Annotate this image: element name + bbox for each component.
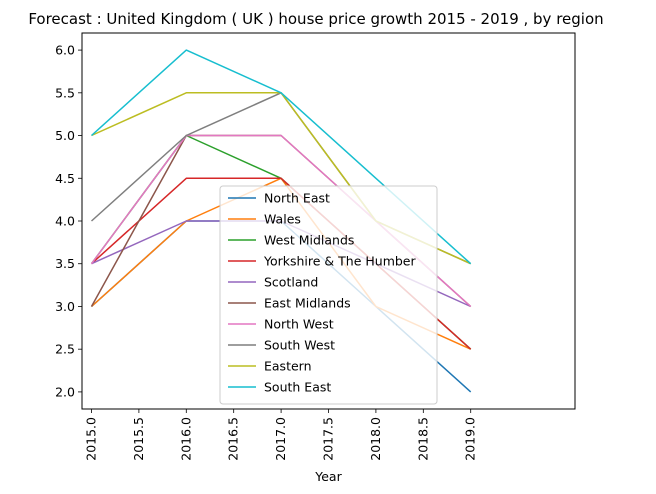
- legend-label: Scotland: [264, 275, 318, 290]
- x-tick-label: 2017.0: [273, 417, 288, 461]
- y-tick-label: 3.5: [55, 256, 75, 271]
- legend-box: [219, 185, 438, 405]
- x-axis: 2015.0 2015.5 2016.0 2016.5 2017.0 2017.5 2018…: [83, 409, 478, 461]
- y-tick-label: 2.5: [55, 342, 75, 357]
- legend-label: Eastern: [264, 359, 312, 374]
- legend-item-east-midlands: East Midlands: [228, 296, 351, 311]
- x-tick-label: 2019.0: [463, 417, 478, 461]
- legend-label: West Midlands: [264, 233, 354, 248]
- legend-label: North West: [264, 317, 334, 332]
- y-tick-label: 4.0: [55, 214, 75, 229]
- legend-label: Yorkshire & The Humber: [263, 254, 417, 269]
- x-tick-label: 2015.5: [131, 417, 146, 461]
- x-tick-label: 2017.5: [321, 417, 336, 461]
- y-tick-label: 4.5: [55, 171, 75, 186]
- legend-item-south-east: South East: [228, 380, 331, 395]
- legend-item-west-midlands: West Midlands: [228, 233, 354, 248]
- y-tick-label: 2.0: [55, 384, 75, 399]
- x-tick-label: 2016.5: [226, 417, 241, 461]
- legend-item-eastern: Eastern: [228, 359, 312, 374]
- y-axis: 2.0 2.5 3.0 3.5 4.0 4.5 5.0 5.5 6.0: [55, 43, 82, 399]
- legend-item-north-east: North East: [228, 191, 330, 206]
- y-tick-label: 5.0: [55, 128, 75, 143]
- legend-item-north-west: North West: [228, 317, 334, 332]
- x-tick-label: 2015.0: [83, 417, 98, 461]
- legend: North East Wales West Midlands Yorkshire & …: [219, 185, 438, 405]
- legend-label: North East: [264, 191, 330, 206]
- legend-item-yorkshire-and-the-humber: Yorkshire & The Humber: [228, 254, 417, 269]
- x-tick-label: 2016.0: [178, 417, 193, 461]
- y-tick-label: 6.0: [55, 43, 75, 58]
- legend-label: East Midlands: [264, 296, 351, 311]
- legend-item-scotland: Scotland: [228, 275, 318, 290]
- chart-title: Forecast : United Kingdom ( UK ) house p…: [28, 10, 603, 28]
- legend-label: South East: [264, 380, 331, 395]
- legend-label: Wales: [264, 212, 301, 227]
- x-tick-label: 2018.5: [415, 417, 430, 461]
- y-tick-label: 5.5: [55, 85, 75, 100]
- x-axis-title: Year: [314, 469, 342, 484]
- y-tick-label: 3.0: [55, 299, 75, 314]
- legend-item-south-west: South West: [228, 338, 335, 353]
- legend-item-wales: Wales: [228, 212, 301, 227]
- legend-label: South West: [264, 338, 335, 353]
- x-tick-label: 2018.0: [368, 417, 383, 461]
